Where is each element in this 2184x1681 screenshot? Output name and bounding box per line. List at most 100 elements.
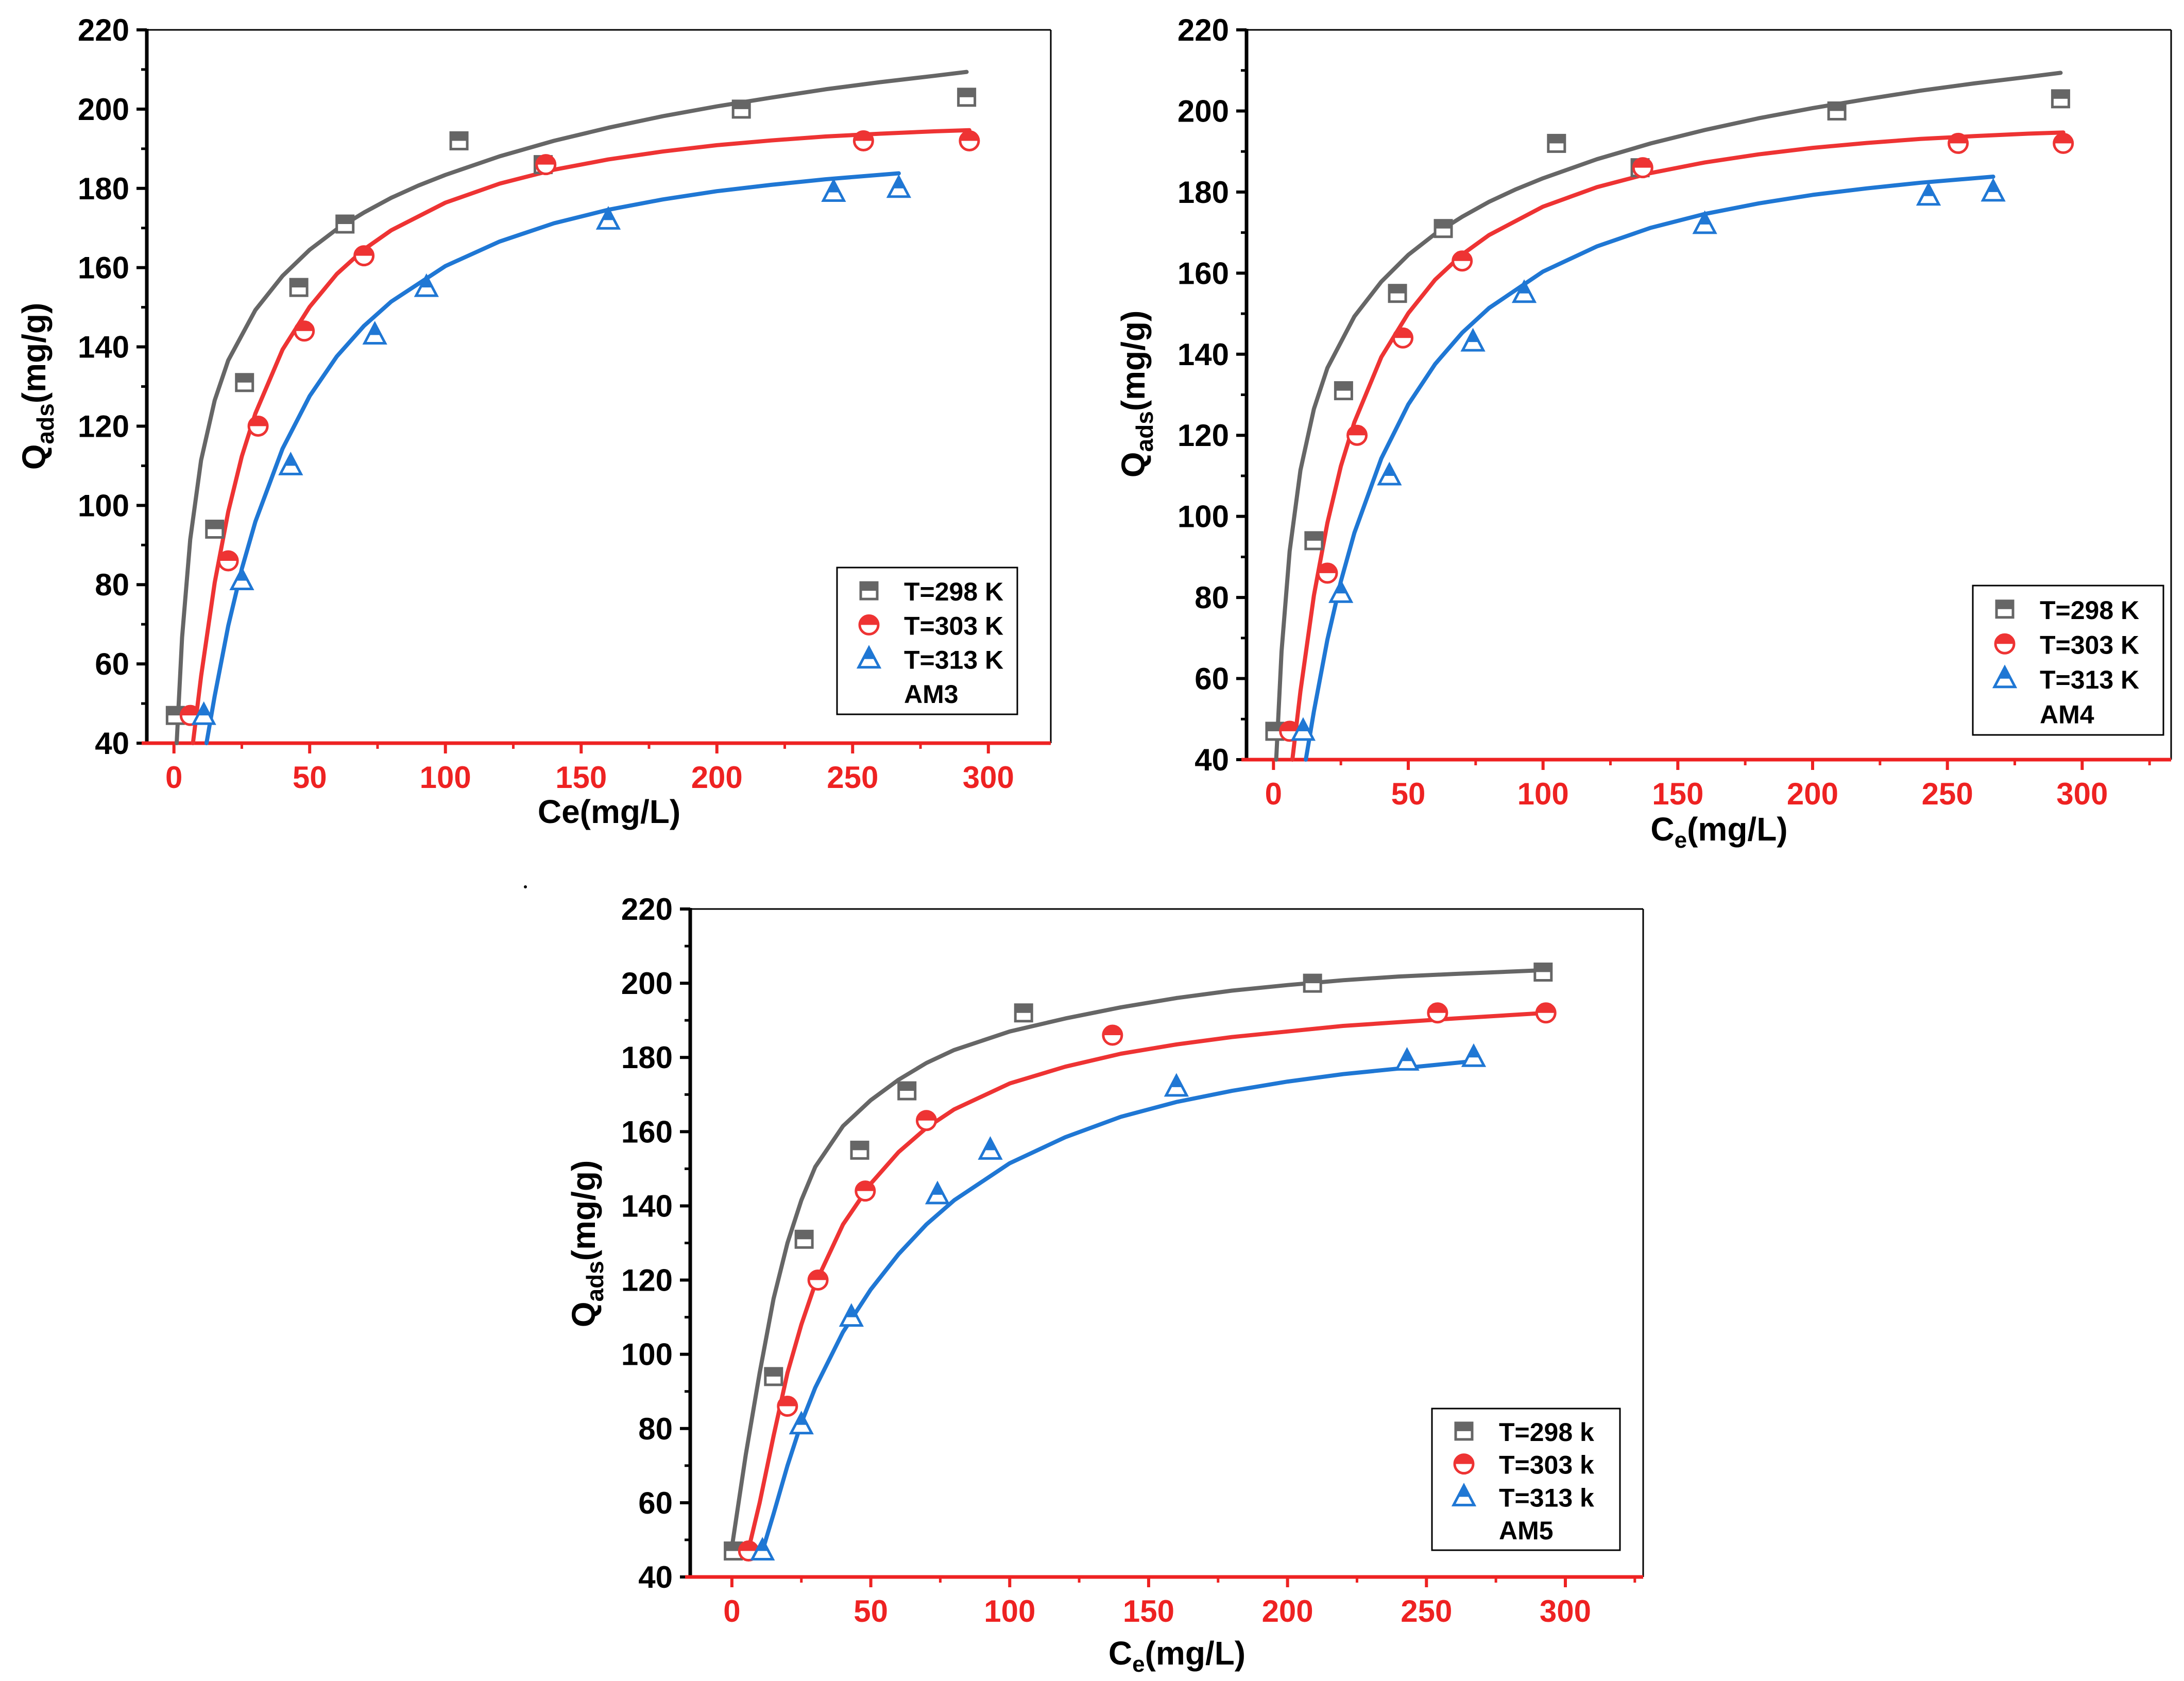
marker-fill bbox=[1537, 1003, 1556, 1013]
marker-fill bbox=[451, 132, 468, 141]
y-tick-label: 120 bbox=[78, 409, 129, 443]
data-point bbox=[856, 645, 882, 669]
data-point bbox=[1434, 219, 1453, 238]
data-point bbox=[165, 706, 185, 725]
marker-fill bbox=[2000, 667, 2010, 679]
marker-fill bbox=[285, 454, 296, 466]
marker-fill bbox=[796, 1231, 813, 1240]
marker-fill bbox=[828, 181, 839, 193]
y-tick-label: 160 bbox=[78, 251, 129, 285]
data-point bbox=[1014, 1003, 1033, 1023]
legend: T=298 K T=303 K T=313 K AM3 bbox=[836, 567, 1018, 715]
data-point bbox=[235, 373, 254, 392]
marker-fill bbox=[893, 177, 904, 188]
x-axis-title-unit: (mg/L) bbox=[1145, 1635, 1246, 1672]
series-298 bbox=[165, 88, 977, 725]
data-point bbox=[1102, 1024, 1123, 1046]
y-tick-label: 120 bbox=[1178, 418, 1229, 453]
marker-fill bbox=[1347, 426, 1367, 436]
y-tick-label: 80 bbox=[95, 568, 129, 602]
data-point bbox=[294, 320, 315, 342]
y-tick-label: 200 bbox=[1178, 94, 1229, 128]
y-axis-title: Qads(mg/g) bbox=[15, 303, 59, 470]
legend-label: T=298 K bbox=[2040, 596, 2139, 625]
x-axis-title-unit: (mg/L) bbox=[1687, 811, 1788, 848]
data-point bbox=[247, 415, 269, 437]
marker-fill bbox=[1923, 184, 1934, 196]
y-tick-label: 160 bbox=[1178, 256, 1229, 290]
x-axis-title-sub: e bbox=[1675, 828, 1687, 853]
y-tick-label: 40 bbox=[638, 1560, 673, 1594]
marker-fill bbox=[1015, 1004, 1032, 1013]
y-tick-label: 60 bbox=[95, 647, 129, 681]
x-tick-label: 0 bbox=[165, 760, 182, 795]
marker-fill bbox=[1455, 1454, 1473, 1464]
marker-fill bbox=[1519, 282, 1530, 294]
marker-fill bbox=[796, 1413, 807, 1425]
x-tick-label: 250 bbox=[1401, 1594, 1452, 1628]
y-tick-label: 100 bbox=[1178, 500, 1229, 534]
y-tick-label: 80 bbox=[638, 1412, 673, 1446]
x-tick-label: 100 bbox=[984, 1594, 1035, 1628]
data-point bbox=[2053, 132, 2074, 154]
data-point bbox=[1164, 1073, 1189, 1097]
data-point bbox=[1948, 132, 1969, 154]
marker-fill bbox=[861, 582, 877, 591]
y-tick-label: 180 bbox=[1178, 175, 1229, 210]
y-tick-label: 40 bbox=[95, 726, 129, 761]
data-point bbox=[414, 273, 439, 297]
marker-fill bbox=[1949, 134, 1968, 144]
y-axis-title-main: Q bbox=[15, 444, 53, 470]
x-tick-label: 100 bbox=[420, 760, 471, 795]
data-point bbox=[839, 1303, 864, 1327]
marker-fill bbox=[1280, 722, 1299, 731]
y-axis-title-sub: ads bbox=[32, 403, 59, 444]
marker-fill bbox=[421, 276, 432, 288]
marker-fill bbox=[864, 647, 874, 659]
marker-fill bbox=[932, 1183, 943, 1195]
x-tick-label: 0 bbox=[1265, 777, 1282, 811]
marker-fill bbox=[851, 1142, 868, 1151]
y-axis-title-sub: ads bbox=[582, 1261, 608, 1301]
data-point bbox=[1452, 250, 1473, 272]
marker-fill bbox=[1459, 1485, 1469, 1497]
marker-fill bbox=[1435, 220, 1452, 229]
marker-fill bbox=[846, 1306, 857, 1317]
marker-fill bbox=[854, 131, 873, 141]
x-axis-title: Ce(mg/L) bbox=[1650, 811, 1787, 853]
data-point bbox=[1453, 1453, 1475, 1475]
y-axis-title-unit: (mg/g) bbox=[15, 303, 53, 404]
y-axis-title-unit: (mg/g) bbox=[1115, 311, 1152, 411]
data-point bbox=[353, 245, 375, 267]
data-point bbox=[1454, 1421, 1474, 1441]
y-tick-label: 200 bbox=[78, 92, 129, 127]
data-point bbox=[731, 99, 751, 119]
marker-fill bbox=[236, 569, 247, 581]
y-tick-label: 100 bbox=[78, 488, 129, 523]
data-point bbox=[855, 1180, 876, 1202]
marker-fill bbox=[1298, 719, 1308, 731]
data-point bbox=[1346, 424, 1368, 446]
marker-fill bbox=[1633, 158, 1652, 168]
legend-label: T=303 k bbox=[1499, 1451, 1594, 1480]
marker-fill bbox=[898, 1083, 915, 1091]
data-point bbox=[1303, 973, 1322, 993]
legend-label: T=313 K bbox=[2040, 665, 2139, 694]
y-tick-label: 200 bbox=[621, 966, 673, 1001]
marker-fill bbox=[1428, 1003, 1447, 1013]
marker-fill bbox=[1534, 964, 1551, 972]
y-tick-label: 220 bbox=[78, 13, 129, 47]
data-point bbox=[1535, 1002, 1557, 1024]
x-tick-label: 150 bbox=[1123, 1594, 1174, 1628]
marker-fill bbox=[1266, 723, 1283, 731]
legend: T=298 K T=303 K T=313 K AM4 bbox=[1972, 585, 2164, 736]
data-point bbox=[1511, 279, 1537, 303]
fit-line-313 bbox=[760, 1059, 1476, 1553]
marker-fill bbox=[1829, 102, 1846, 111]
marker-fill bbox=[739, 1541, 758, 1551]
marker-fill bbox=[1389, 285, 1406, 294]
data-point bbox=[1632, 157, 1653, 179]
x-tick-label: 50 bbox=[854, 1594, 888, 1628]
fit-line-298 bbox=[1274, 71, 2063, 762]
data-point bbox=[1328, 579, 1354, 603]
